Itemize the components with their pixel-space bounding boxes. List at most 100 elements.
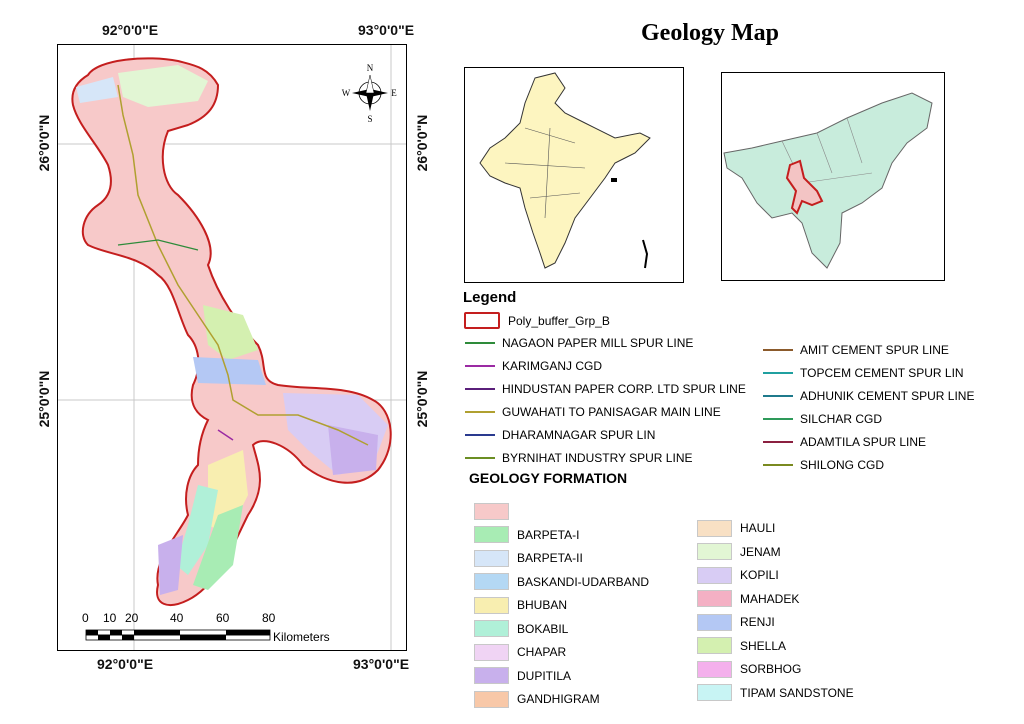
legend-line-swatch (465, 457, 495, 459)
geology-label: BARPETA-I (517, 527, 580, 542)
map-title: Geology Map (641, 20, 779, 46)
legend-line-topcem-cement-spur-lin: TOPCEM CEMENT SPUR LIN (763, 364, 964, 382)
legend-line-hindustan-paper-corp-ltd-spur-line: HINDUSTAN PAPER CORP. LTD SPUR LINE (465, 380, 746, 398)
geology-label: GANDHIGRAM (517, 692, 600, 706)
geology-item-mahadek: MAHADEK (697, 590, 799, 608)
legend-line-dharamnagar-spur-lin: DHARAMNAGAR SPUR LIN (465, 426, 655, 444)
legend-line-amit-cement-spur-line: AMIT CEMENT SPUR LINE (763, 341, 949, 359)
east-label: E (391, 88, 397, 98)
geology-label: KOPILI (740, 568, 779, 582)
west-label: W (342, 88, 351, 98)
geology-label: BARPETA-II (517, 551, 583, 565)
geology-item-barpeta-i: BARPETA-I (474, 526, 579, 544)
legend-line-swatch (465, 342, 495, 344)
legend-line-label: SILCHAR CGD (800, 412, 883, 426)
north-arrow: N S E W (342, 63, 398, 124)
geology-swatch (474, 526, 509, 543)
geology-item-kopili: KOPILI (697, 566, 779, 584)
geology-patch-barpeta-ii (76, 77, 118, 103)
legend-line-adhunik-cement-spur-line: ADHUNIK CEMENT SPUR LINE (763, 387, 974, 405)
geology-item-hauli: HAULI (697, 519, 775, 537)
legend-line-label: KARIMGANJ CGD (502, 359, 603, 373)
legend-line-label: ADAMTILA SPUR LINE (800, 435, 927, 449)
geology-patch-renji (193, 357, 266, 385)
geology-label: SHELLA (740, 638, 787, 653)
legend-line-adamtila-spur-line: ADAMTILA SPUR LINE (763, 433, 926, 451)
geology-patch-shella (203, 305, 258, 360)
scale-tick-40: 40 (170, 611, 184, 625)
legend-line-guwahati-to-panisagar-main-line: GUWAHATI TO PANISAGAR MAIN LINE (465, 403, 721, 421)
geology-label: CHAPAR (517, 645, 567, 659)
geology-patch-dupitila (328, 425, 378, 475)
scale-tick-20: 20 (125, 611, 139, 625)
lon-label-left-top: 92°0'0"E (102, 22, 159, 38)
legend-line-swatch (465, 388, 495, 390)
legend-buffer-label: Poly_buffer_Grp_B (508, 313, 610, 328)
geology-item-gandhigram: GANDHIGRAM (474, 690, 600, 708)
legend-line-swatch (465, 365, 495, 367)
geology-swatch (697, 566, 732, 584)
geology-item-blank (474, 502, 517, 520)
legend-title: Legend (463, 289, 517, 306)
legend-line-label: SHILONG CGD (800, 458, 885, 472)
legend-line-label: TOPCEM CEMENT SPUR LIN (800, 366, 964, 380)
geology-swatch (697, 637, 732, 654)
geology-label: HAULI (740, 521, 776, 535)
geology-item-sorbhog: SORBHOG (697, 660, 801, 678)
spur-line-purple (217, 429, 234, 441)
scale-tick-10: 10 (103, 611, 117, 625)
geology-swatch (474, 667, 509, 684)
geology-swatch (474, 549, 509, 567)
legend-line-swatch (763, 349, 793, 351)
geology-label: RENJI (740, 615, 775, 629)
south-label: S (367, 114, 372, 124)
legend-buffer-swatch (464, 312, 500, 329)
main-map: N S E W (58, 45, 406, 650)
lon-label-right-top: 93°0'0"E (358, 22, 415, 38)
geology-item-dupitila: DUPITILA (474, 667, 571, 685)
northeast-inset-frame (721, 72, 945, 281)
scale-bar (85, 629, 271, 641)
geology-swatch (474, 596, 509, 614)
lon-label-left-bottom: 92°0'0"E (97, 656, 154, 672)
legend-buffer: Poly_buffer_Grp_B (464, 312, 610, 329)
legend-line-swatch (763, 441, 793, 443)
scale-unit: Kilometers (273, 630, 330, 644)
lat-label-upper-left: 26°0'0"N (36, 114, 52, 172)
geology-swatch (474, 690, 509, 708)
geology-swatch (474, 620, 509, 637)
lat-label-lower-right: 25°0'0"N (414, 370, 430, 428)
geology-label: SORBHOG (740, 662, 802, 676)
geology-item-barpeta-ii: BARPETA-II (474, 549, 583, 567)
legend-line-swatch (465, 411, 495, 413)
geology-swatch (697, 590, 732, 607)
lon-label-right-bottom: 93°0'0"E (353, 656, 410, 672)
legend-line-label: DHARAMNAGAR SPUR LIN (502, 428, 656, 442)
main-map-frame: N S E W (57, 44, 407, 651)
northeast-inset-map (723, 92, 933, 269)
legend-line-swatch (763, 372, 793, 374)
geology-swatch (474, 573, 509, 590)
legend-line-label: GUWAHATI TO PANISAGAR MAIN LINE (502, 405, 721, 419)
legend-line-label: ADHUNIK CEMENT SPUR LINE (800, 389, 975, 403)
legend-line-swatch (465, 434, 495, 436)
legend-line-byrnihat-industry-spur-line: BYRNIHAT INDUSTRY SPUR LINE (465, 449, 693, 467)
geology-label: TIPAM SANDSTONE (740, 685, 854, 700)
lat-label-upper-right: 26°0'0"N (414, 114, 430, 172)
legend-line-shilong-cgd: SHILONG CGD (763, 456, 884, 474)
geology-item-shella: SHELLA (697, 637, 786, 655)
geology-swatch (474, 502, 509, 520)
geology-item-chapar: CHAPAR (474, 643, 566, 661)
india-inset-map (479, 72, 651, 269)
study-area-highlight (785, 159, 824, 215)
legend-line-label: AMIT CEMENT SPUR LINE (800, 343, 949, 357)
legend-line-label: BYRNIHAT INDUSTRY SPUR LINE (502, 451, 693, 465)
geology-patch-bokabil (176, 485, 218, 575)
geology-item-renji: RENJI (697, 613, 775, 631)
geology-swatch (697, 660, 732, 678)
geology-label: JENAM (740, 544, 781, 559)
legend-line-swatch (763, 395, 793, 397)
scale-tick-80: 80 (262, 611, 276, 625)
geology-label: BOKABIL (517, 621, 569, 636)
geology-item-tipam-sandstone: TIPAM SANDSTONE (697, 684, 854, 702)
